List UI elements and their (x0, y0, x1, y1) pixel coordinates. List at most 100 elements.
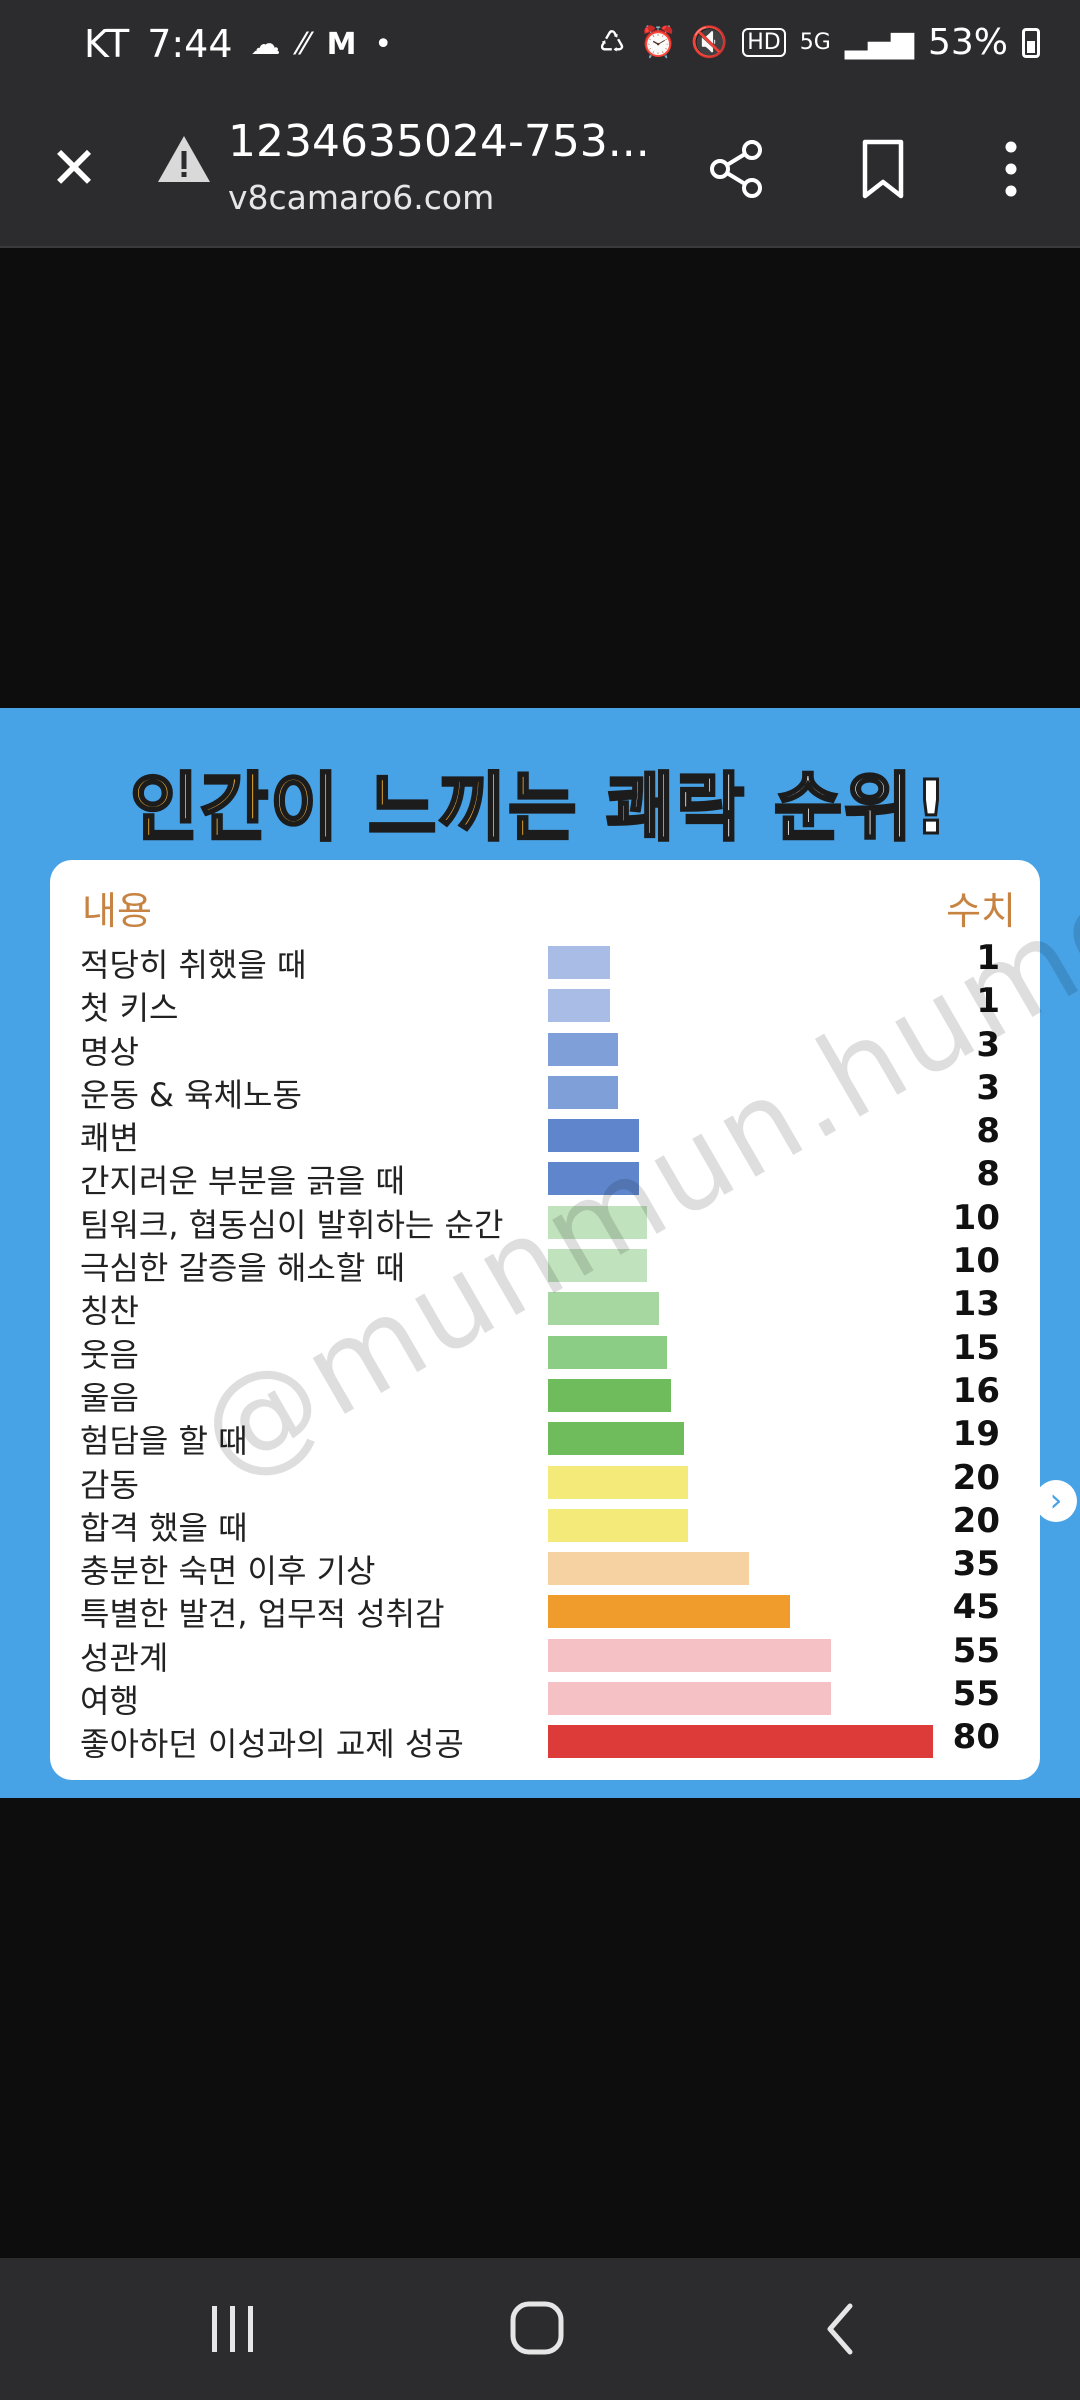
ranking-label: 운동 & 육체노동 (80, 1075, 302, 1114)
infographic-title: 인간이 느끼는 쾌락 순위! (0, 748, 1080, 855)
carrier-label: KT (84, 22, 130, 66)
ranking-label: 명상 (80, 1032, 139, 1071)
ranking-value: 1 (976, 938, 1000, 978)
battery-icon (1022, 27, 1040, 58)
chevron-right-icon[interactable]: › (1035, 1480, 1077, 1522)
ranking-row: 칭찬 13 (50, 1284, 1040, 1330)
ranking-value: 55 (952, 1674, 1000, 1715)
ranking-bar (548, 1682, 831, 1716)
ranking-row: 특별한 발견, 업무적 성취감 45 (50, 1587, 1040, 1633)
alarm-icon: ⏰ (639, 25, 677, 60)
ranking-bar (548, 1725, 933, 1759)
warning-icon[interactable] (156, 132, 212, 188)
ranking-row: 험담을 할 때 19 (50, 1414, 1040, 1460)
ranking-label: 간지러운 부분을 긁을 때 (80, 1162, 405, 1201)
back-icon[interactable] (806, 2298, 876, 2360)
recents-icon[interactable] (198, 2298, 268, 2360)
ranking-row: 적당히 취했을 때 1 (50, 938, 1040, 984)
ranking-value: 13 (952, 1284, 1000, 1325)
ranking-label: 감동 (80, 1465, 139, 1504)
ranking-value: 45 (952, 1587, 1000, 1628)
5g-icon: 5G (799, 30, 831, 55)
ranking-bar (548, 1249, 647, 1283)
ranking-value: 8 (976, 1111, 1000, 1152)
ranking-bar (548, 1595, 790, 1629)
ranking-value: 20 (952, 1500, 1000, 1541)
ranking-row: 여행 55 (50, 1674, 1040, 1720)
ranking-value: 10 (952, 1197, 1000, 1238)
ranking-bar (548, 1465, 688, 1499)
ranking-label: 칭찬 (80, 1292, 139, 1331)
title-part1: 인간이 느끼는 (129, 764, 579, 853)
ranking-value: 16 (952, 1370, 1000, 1411)
ranking-label: 충분한 숙면 이후 기상 (80, 1552, 376, 1591)
ranking-label: 울음 (80, 1378, 139, 1417)
ranking-row: 팀워크, 협동심이 발휘하는 순간 10 (50, 1197, 1040, 1244)
ranking-row: 성관계 55 (50, 1631, 1040, 1677)
ranking-bar (548, 1292, 660, 1326)
ranking-bar (548, 1162, 639, 1196)
ranking-row: 충분한 숙면 이후 기상 35 (50, 1544, 1040, 1590)
ranking-label: 험담을 할 때 (80, 1422, 248, 1461)
browser-toolbar: ✕ 1234635024-753... v8camaro6.com (0, 98, 1080, 248)
ranking-row: 울음 16 (50, 1370, 1040, 1417)
navigation-bar (0, 2258, 1080, 2400)
ranking-label: 특별한 발견, 업무적 성취감 (80, 1595, 445, 1634)
ranking-value: 10 (952, 1241, 1000, 1282)
ranking-row: 첫 키스 1 (50, 981, 1040, 1027)
ranking-label: 극심한 갈증을 해소할 때 (80, 1249, 405, 1288)
data-activity-icon: ⁄⁄ (298, 26, 309, 62)
ranking-label: 적당히 취했을 때 (80, 946, 307, 984)
ranking-label: 여행 (80, 1682, 139, 1721)
close-icon[interactable]: ✕ (49, 134, 99, 202)
ranking-bar (548, 1119, 639, 1153)
ranking-bar (548, 1638, 831, 1672)
page-domain[interactable]: v8camaro6.com (228, 178, 495, 217)
ranking-value: 80 (952, 1717, 1000, 1758)
ranking-value: 35 (952, 1544, 1000, 1585)
ranking-row: 감동 20 (50, 1458, 1040, 1504)
gmail-icon: M (326, 26, 357, 62)
status-bar: KT 7:44 ☁ ⁄⁄ M • ♺ ⏰ 🔇 HD 5G ▂▄▆ 53% (0, 0, 1080, 98)
more-vert-icon[interactable] (976, 134, 1046, 204)
ranking-value: 3 (976, 1067, 1000, 1108)
page-title[interactable]: 1234635024-753... (228, 116, 650, 167)
ranking-label: 팀워크, 협동심이 발휘하는 순간 (80, 1205, 504, 1244)
bookmark-icon[interactable] (848, 134, 918, 204)
ranking-value: 15 (952, 1327, 1000, 1368)
ranking-bar (548, 1335, 668, 1369)
clock: 7:44 (147, 22, 233, 66)
recycle-icon: ♺ (598, 25, 626, 60)
ranking-label: 웃음 (80, 1335, 139, 1374)
ranking-row: 극심한 갈증을 해소할 때 10 (50, 1241, 1040, 1287)
mute-icon: 🔇 (690, 25, 729, 60)
column-header-content: 내용 (82, 889, 152, 933)
status-left: KT 7:44 ☁ ⁄⁄ M • (84, 22, 392, 66)
ranking-bar (548, 1508, 688, 1542)
column-header-value: 수치 (946, 889, 1016, 933)
ranking-label: 합격 했을 때 (80, 1508, 248, 1547)
ranking-row: 쾌변 8 (50, 1111, 1040, 1157)
ranking-row: 명상 3 (50, 1024, 1040, 1071)
battery-percent: 53% (927, 22, 1008, 63)
ranking-value: 3 (976, 1024, 1000, 1065)
ranking-bar (548, 1552, 750, 1586)
ranking-bar (548, 1378, 672, 1412)
signal-icon: ▂▄▆ (844, 25, 914, 60)
ranking-bar (548, 989, 611, 1023)
ranking-value: 19 (952, 1414, 1000, 1455)
ranking-row: 간지러운 부분을 긁을 때 8 (50, 1154, 1040, 1200)
ranking-row: 합격 했을 때 20 (50, 1500, 1040, 1547)
ranking-bar (548, 1032, 619, 1066)
share-icon[interactable] (702, 134, 772, 204)
ranking-row: 운동 & 육체노동 3 (50, 1067, 1040, 1114)
ranking-label: 좋아하던 이성과의 교제 성공 (80, 1725, 464, 1764)
ranking-label: 쾌변 (80, 1119, 139, 1158)
home-icon[interactable] (502, 2298, 572, 2360)
cloud-icon: ☁ (250, 26, 281, 62)
ranking-value: 1 (976, 981, 1000, 1022)
